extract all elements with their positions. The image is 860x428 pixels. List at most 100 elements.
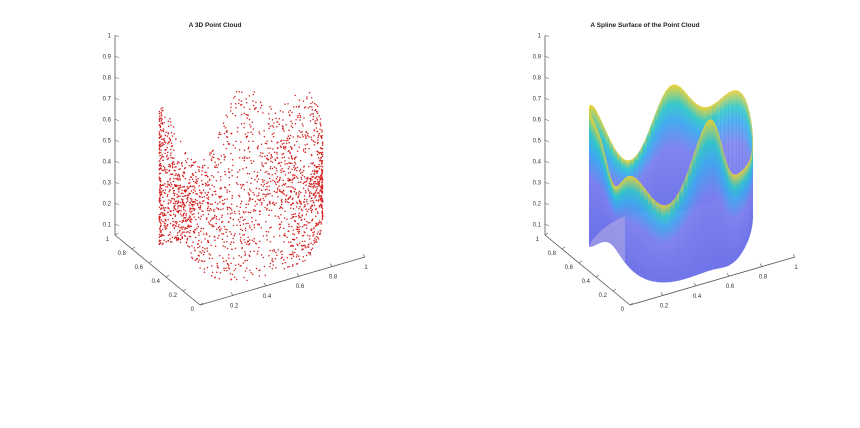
data-point	[167, 207, 170, 209]
data-point	[160, 138, 163, 140]
data-point	[314, 177, 316, 179]
data-point	[286, 236, 288, 238]
data-point	[250, 125, 252, 128]
data-point	[192, 164, 194, 167]
data-point	[318, 195, 321, 197]
data-point	[321, 206, 323, 209]
data-point	[196, 199, 198, 202]
data-point	[243, 149, 246, 152]
z-tick-mark	[544, 224, 550, 226]
z-tick-label: 0.5	[533, 139, 542, 145]
data-point	[321, 163, 323, 165]
data-point	[177, 225, 180, 228]
data-point	[274, 215, 277, 217]
data-point	[190, 218, 192, 221]
data-point	[286, 257, 289, 259]
data-point	[159, 179, 162, 182]
data-point	[160, 111, 162, 114]
data-point	[189, 229, 192, 232]
data-point	[204, 192, 206, 194]
data-point	[309, 221, 311, 224]
data-point	[223, 202, 225, 205]
data-point	[193, 216, 195, 218]
data-point	[311, 109, 314, 111]
data-point	[171, 165, 174, 167]
data-point	[169, 222, 172, 225]
data-point	[220, 186, 222, 189]
data-point	[174, 183, 176, 186]
data-point	[162, 155, 165, 158]
data-point	[294, 213, 297, 215]
data-point	[169, 154, 172, 156]
data-point	[192, 188, 195, 191]
surface-patch	[633, 176, 638, 275]
data-point	[321, 212, 324, 214]
data-point	[301, 235, 303, 237]
data-point	[159, 177, 162, 180]
data-point	[321, 185, 324, 188]
data-point	[309, 235, 311, 237]
data-point	[290, 120, 292, 123]
z-tick-mark	[544, 119, 550, 121]
data-point	[206, 194, 208, 196]
data-point	[199, 208, 201, 210]
data-point	[163, 143, 165, 146]
data-point	[168, 141, 171, 143]
data-point	[297, 181, 300, 183]
data-point	[269, 240, 272, 243]
data-point	[230, 203, 233, 205]
data-point	[297, 214, 300, 217]
data-point	[298, 258, 301, 261]
data-point	[309, 180, 312, 183]
data-point	[296, 222, 299, 225]
data-point	[316, 139, 319, 141]
data-point	[266, 204, 268, 206]
data-point	[310, 177, 312, 180]
data-point	[257, 250, 259, 253]
data-point	[205, 218, 208, 220]
data-point	[162, 128, 165, 130]
data-point	[250, 216, 253, 219]
data-point	[298, 242, 301, 244]
data-point	[183, 231, 185, 233]
data-point	[292, 263, 294, 266]
data-point	[232, 257, 235, 260]
data-point	[170, 181, 172, 184]
data-point	[188, 164, 190, 167]
data-point	[249, 124, 251, 126]
data-point	[165, 227, 168, 229]
data-point	[198, 245, 201, 248]
data-point	[158, 220, 161, 222]
data-point	[265, 221, 267, 223]
surface-patch	[674, 190, 680, 282]
data-point	[295, 263, 298, 265]
data-point	[238, 91, 240, 93]
surface-patch	[643, 187, 649, 281]
data-point	[298, 230, 301, 233]
data-point	[201, 260, 204, 263]
data-point	[206, 247, 209, 249]
data-point	[291, 179, 294, 181]
data-point	[222, 143, 225, 146]
data-point	[229, 272, 232, 275]
data-point	[220, 133, 222, 136]
data-point	[256, 147, 259, 150]
data-point	[189, 176, 192, 179]
data-point	[165, 186, 167, 188]
data-point	[298, 212, 301, 215]
data-point	[306, 210, 308, 212]
data-point	[207, 202, 209, 204]
data-point	[217, 208, 220, 211]
data-point	[188, 245, 191, 248]
data-point	[159, 135, 162, 137]
data-point	[313, 171, 316, 173]
data-point	[308, 91, 311, 94]
data-point	[240, 200, 243, 203]
data-point	[292, 202, 295, 205]
data-point	[287, 197, 290, 200]
data-point	[236, 127, 239, 129]
z-tick-label: 0.9	[533, 55, 542, 61]
data-point	[306, 178, 309, 181]
data-point	[160, 122, 162, 125]
z-tick-label: 0.9	[103, 55, 112, 61]
